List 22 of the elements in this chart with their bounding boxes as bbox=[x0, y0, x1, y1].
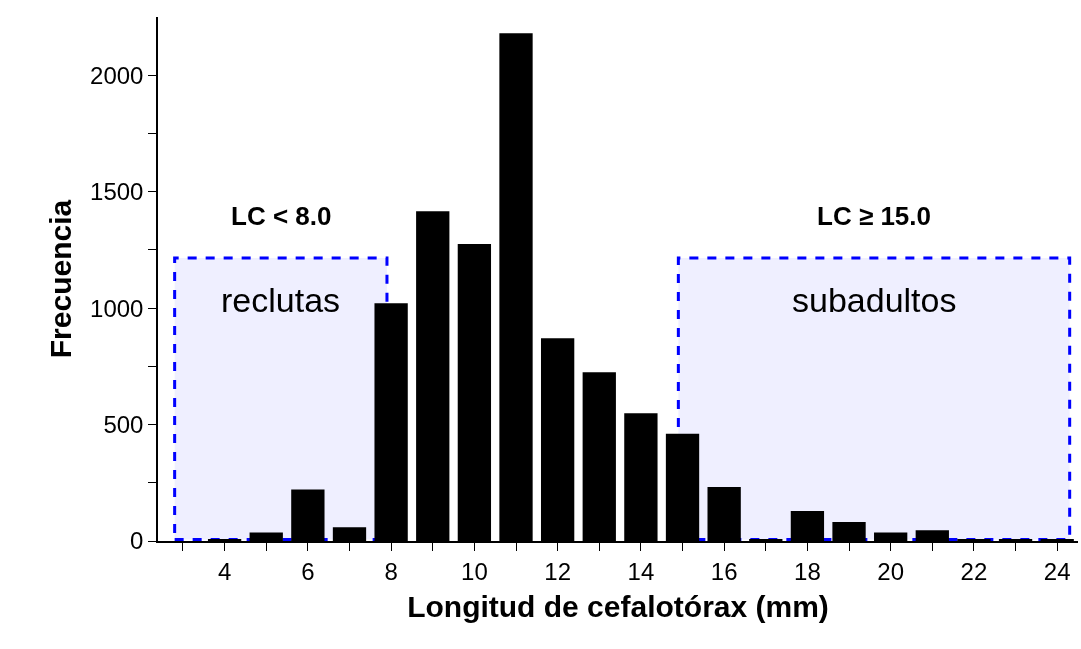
x-tick-label: 18 bbox=[794, 557, 821, 585]
y-axis-title: Frecuencia bbox=[43, 199, 77, 359]
annotation: LC ≥ 15.0 bbox=[817, 201, 931, 231]
band-label: reclutas bbox=[221, 281, 341, 319]
y-tick-label: 0 bbox=[130, 527, 144, 555]
x-axis-title: Longitud de cefalotórax (mm) bbox=[407, 589, 829, 623]
x-tick-label: 6 bbox=[301, 557, 315, 585]
y-tick-label: 1500 bbox=[90, 178, 144, 206]
x-tick-label: 16 bbox=[710, 557, 738, 585]
y-tick-label: 1000 bbox=[90, 294, 144, 322]
y-tick-label: 2000 bbox=[90, 61, 144, 89]
x-tick-label: 24 bbox=[1043, 557, 1071, 585]
x-tick-label: 12 bbox=[544, 557, 571, 585]
x-tick-label: 14 bbox=[627, 557, 655, 585]
annotation: LC < 8.0 bbox=[231, 201, 332, 231]
x-tick-label: 4 bbox=[217, 557, 232, 585]
x-tick-label: 8 bbox=[384, 557, 398, 585]
band-label: subadultos bbox=[792, 281, 957, 319]
x-tick-label: 20 bbox=[877, 557, 905, 585]
x-tick-label: 22 bbox=[960, 557, 988, 585]
y-tick-label: 500 bbox=[103, 410, 144, 438]
x-tick-label: 10 bbox=[461, 557, 488, 585]
